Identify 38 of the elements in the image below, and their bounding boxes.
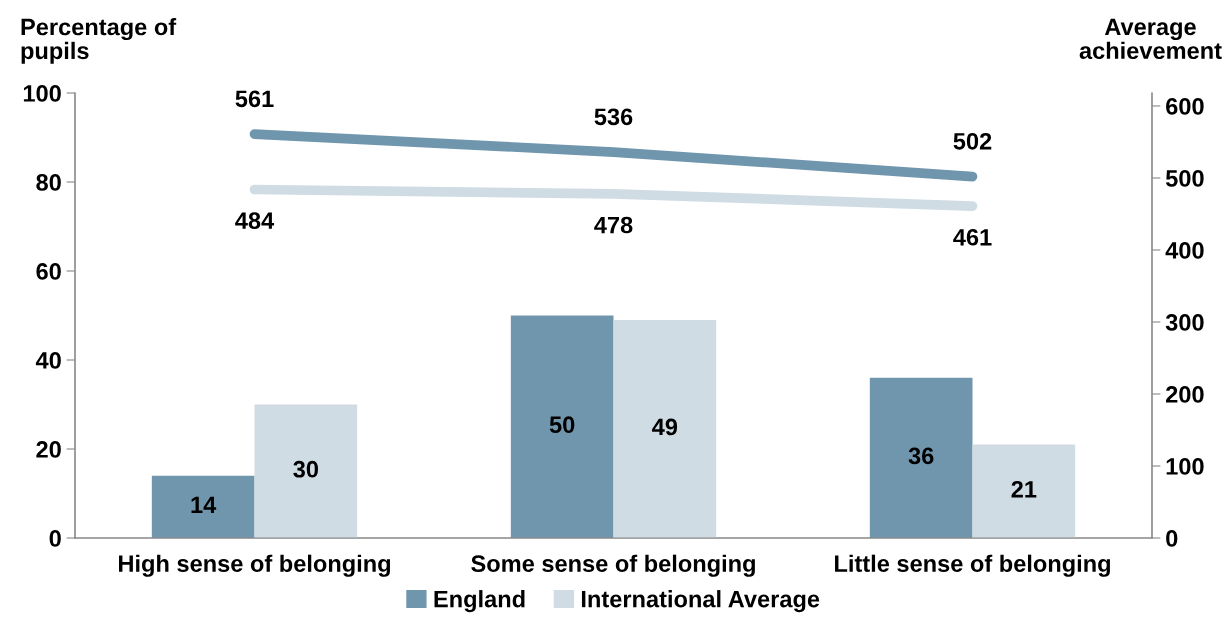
x-tick-label: High sense of belonging: [119, 554, 391, 577]
y-tick-label: 40: [35, 352, 61, 369]
y2-tick-label: 300: [1165, 314, 1204, 331]
data-label: 49: [652, 418, 678, 436]
y-tick-label: 80: [36, 174, 61, 191]
data-label: 502: [953, 132, 992, 150]
data-label: 484: [235, 212, 275, 230]
y2-tick-label: 500: [1165, 170, 1204, 187]
legend-label: International Average: [581, 590, 820, 613]
y-tick-label: 60: [36, 263, 61, 280]
y-tick-label: 0: [49, 530, 61, 547]
bar: [972, 444, 1076, 538]
y2-tick-label: 200: [1166, 386, 1204, 403]
data-label: 36: [908, 447, 934, 465]
y-axis-title: Percentage of pupils: [21, 18, 177, 64]
data-label: 536: [594, 108, 633, 126]
y2-tick-label: 0: [1166, 530, 1178, 547]
bar: [613, 319, 717, 538]
data-label: 14: [191, 496, 217, 513]
data-label: 50: [549, 416, 575, 434]
y2-tick-label: 400: [1165, 242, 1204, 259]
data-label: 561: [235, 90, 274, 108]
data-label: 21: [1011, 480, 1037, 498]
y-tick-label: 20: [36, 441, 61, 458]
bar: [510, 315, 614, 538]
y2-tick-label: 100: [1166, 458, 1204, 475]
bar: [254, 404, 358, 538]
bar: [151, 475, 255, 538]
y-tick-label: 100: [23, 85, 61, 102]
data-label: 478: [594, 216, 633, 234]
x-tick-label: Little sense of belonging: [835, 554, 1110, 577]
y2-axis-title: Average achievement: [1079, 18, 1222, 60]
data-label: 30: [293, 460, 318, 478]
legend-label: England: [434, 590, 525, 613]
data-label: 461: [953, 228, 992, 246]
bar: [869, 377, 973, 538]
y2-tick-label: 600: [1166, 98, 1204, 115]
x-tick-label: Some sense of belonging: [471, 554, 755, 577]
